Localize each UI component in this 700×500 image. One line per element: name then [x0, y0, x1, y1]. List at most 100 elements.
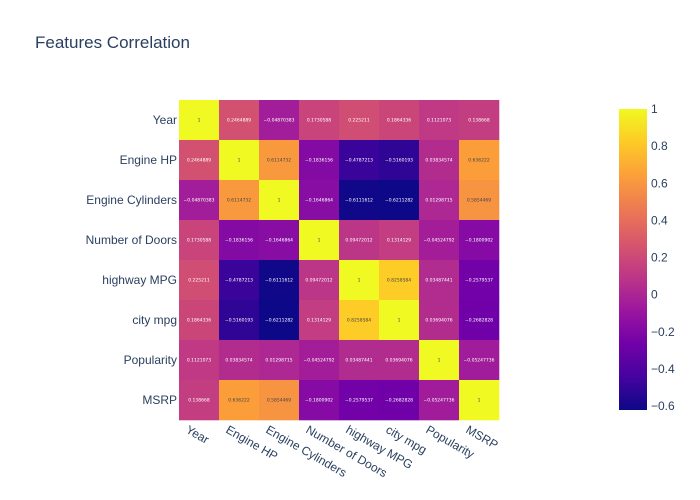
cell-value-label: 0.1864336 — [187, 318, 211, 324]
heatmap-cell — [259, 340, 300, 381]
cell-value-label: 0.1730588 — [307, 118, 331, 124]
cell-value-label: 0.01298715 — [265, 358, 292, 364]
cell-value-label: 1 — [238, 158, 241, 164]
cell-value-label: 0.1730588 — [187, 238, 211, 244]
cell-value-label: 0.636222 — [228, 398, 250, 404]
heatmap-cell — [259, 100, 300, 141]
cell-value-label: −0.1646864 — [265, 238, 293, 244]
cell-value-label: −0.4787213 — [225, 278, 253, 284]
heatmap-cell — [339, 340, 380, 381]
cell-value-label: −0.2682828 — [385, 398, 413, 404]
cell-value-label: 0.5854469 — [267, 398, 291, 404]
heatmap-cell — [459, 300, 500, 341]
heatmap-cell — [299, 260, 340, 301]
heatmap-cell — [259, 180, 300, 221]
heatmap-cell — [179, 260, 220, 301]
cell-value-label: −0.6211282 — [385, 198, 413, 204]
cell-value-label: 0.138668 — [188, 398, 210, 404]
heatmap-cell — [419, 220, 460, 261]
cell-value-label: −0.05247736 — [464, 358, 495, 364]
heatmap-cell — [179, 340, 220, 381]
cell-value-label: −0.5160193 — [225, 318, 253, 324]
cell-value-label: 0.6114732 — [267, 158, 291, 164]
cell-value-label: 0.03834574 — [425, 158, 452, 164]
y-tick-label: Engine HP — [120, 153, 177, 167]
heatmap-cell — [339, 180, 380, 221]
cell-value-label: −0.04524792 — [424, 238, 455, 244]
heatmap-cell — [219, 380, 260, 421]
cell-value-label: −0.1800902 — [465, 238, 493, 244]
y-tick-label: Number of Doors — [86, 233, 177, 247]
heatmap-cell — [179, 380, 220, 421]
heatmap-cell — [379, 140, 420, 181]
heatmap-cell — [379, 220, 420, 261]
cell-value-label: −0.1836156 — [305, 158, 333, 164]
colorbar-tick-label: −0.2 — [651, 325, 675, 339]
heatmap-cell — [419, 380, 460, 421]
cell-value-label: −0.1646864 — [305, 198, 333, 204]
cell-value-label: 0.01298715 — [425, 198, 452, 204]
colorbar-gradient — [619, 109, 647, 410]
heatmap-cell — [179, 180, 220, 221]
colorbar-tick-label: 0.8 — [651, 139, 668, 153]
cell-value-label: 1 — [318, 238, 321, 244]
heatmap-cell — [379, 180, 420, 221]
heatmap-cell — [299, 180, 340, 221]
x-tick-label: Year — [184, 422, 212, 446]
heatmap-cell — [459, 340, 500, 381]
cell-value-label: 0.03694076 — [425, 318, 452, 324]
cell-value-label: 1 — [478, 398, 481, 404]
cell-value-label: −0.2579537 — [345, 398, 373, 404]
heatmap-cell — [299, 380, 340, 421]
heatmap-cell — [459, 100, 500, 141]
cell-value-label: 0.1314129 — [387, 238, 411, 244]
heatmap-cell — [419, 100, 460, 141]
cell-value-label: −0.4787213 — [345, 158, 373, 164]
y-tick-label: Engine Cylinders — [86, 193, 177, 207]
cell-value-label: 0.1314129 — [307, 318, 331, 324]
heatmap-cell — [339, 140, 380, 181]
heatmap-cell — [419, 260, 460, 301]
heatmap-cell — [339, 260, 380, 301]
heatmap-cell — [339, 380, 380, 421]
chart-title: Features Correlation — [35, 33, 190, 52]
heatmap-cell — [459, 140, 500, 181]
heatmap-cell — [179, 140, 220, 181]
heatmap-cell — [419, 340, 460, 381]
cell-value-label: −0.1800902 — [305, 398, 333, 404]
heatmap-cell — [379, 340, 420, 381]
heatmap-cell — [419, 300, 460, 341]
heatmap-cell — [219, 300, 260, 341]
heatmap-cell — [379, 300, 420, 341]
cell-value-label: 0.09472012 — [305, 278, 332, 284]
heatmap-cell — [179, 100, 220, 141]
heatmap-cell — [459, 380, 500, 421]
heatmap-cell — [459, 180, 500, 221]
heatmap-cell — [259, 260, 300, 301]
y-tick-label: Popularity — [124, 353, 177, 367]
heatmap-cell — [459, 260, 500, 301]
colorbar: 1 0.8 0.6 0.4 0.2 0 −0.2 −0.4 −0.6 — [619, 102, 675, 413]
heatmap-cell — [299, 100, 340, 141]
cell-value-label: 0.225211 — [348, 118, 370, 124]
heatmap-cell — [219, 140, 260, 181]
heatmap-cell — [259, 380, 300, 421]
heatmap-cell — [299, 220, 340, 261]
cell-value-label: 0.6114732 — [227, 198, 251, 204]
y-tick-label: highway MPG — [102, 273, 177, 287]
cell-value-label: 0.03694076 — [385, 358, 412, 364]
heatmap-cell — [219, 180, 260, 221]
heatmap-cell — [339, 300, 380, 341]
cell-value-label: 0.225211 — [188, 278, 210, 284]
heatmap-cell — [259, 300, 300, 341]
cell-value-label: 0.03487441 — [345, 358, 372, 364]
cell-value-label: 0.1864336 — [387, 118, 411, 124]
heatmap-cell — [299, 140, 340, 181]
cell-value-label: −0.2682828 — [465, 318, 493, 324]
heatmap-cell — [179, 300, 220, 341]
cell-value-label: 0.03487441 — [425, 278, 452, 284]
colorbar-tick-label: 0.2 — [651, 251, 668, 265]
cell-value-label: 0.03834574 — [225, 358, 252, 364]
